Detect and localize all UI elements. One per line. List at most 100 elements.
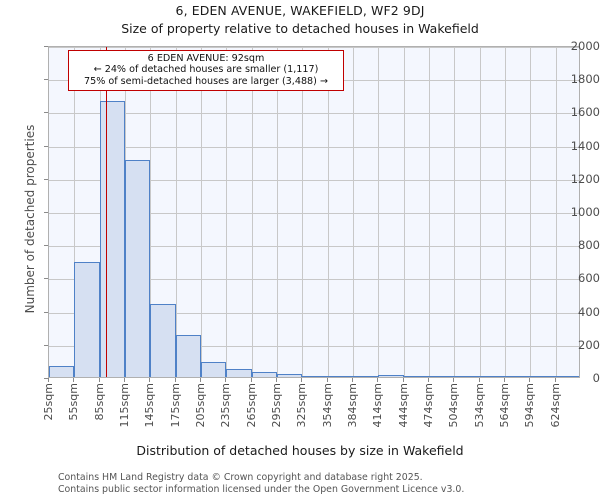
x-tick-label: 504sqm — [447, 383, 461, 428]
bar-205sqm — [201, 362, 227, 377]
footer-line-2: Contains public sector information licen… — [58, 484, 465, 496]
page-title: 6, EDEN AVENUE, WAKEFIELD, WF2 9DJ — [175, 3, 425, 18]
gridline-vertical — [302, 47, 304, 377]
x-tick-label: 175sqm — [168, 383, 182, 428]
x-tick-mark — [200, 378, 201, 382]
y-tick-mark — [44, 212, 48, 213]
x-tick-mark — [149, 378, 151, 382]
y-tick-label: 600 — [578, 271, 600, 286]
plot-area — [48, 46, 580, 378]
x-tick-label: 205sqm — [194, 383, 207, 428]
gridline-vertical — [555, 47, 557, 377]
gridline-vertical — [505, 47, 506, 377]
x-tick-mark — [225, 378, 227, 382]
bar-25sqm — [49, 366, 75, 377]
y-tick-mark — [44, 245, 48, 247]
gridline-vertical — [378, 47, 380, 377]
bar-235sqm — [226, 368, 252, 377]
x-tick-mark — [377, 378, 379, 382]
bar-325sqm — [302, 375, 328, 377]
gridline-vertical — [175, 47, 177, 377]
y-tick-mark — [44, 344, 48, 346]
x-tick-mark — [73, 378, 75, 382]
bar-474sqm — [429, 375, 455, 377]
x-tick-label: 474sqm — [422, 383, 435, 428]
x-tick-label: 624sqm — [548, 383, 562, 428]
x-tick-label: 354sqm — [320, 383, 334, 428]
gridline-vertical — [327, 47, 329, 377]
gridline-vertical — [226, 47, 228, 377]
bar-145sqm — [150, 303, 176, 377]
bar-384sqm — [353, 375, 379, 377]
gridline-vertical — [353, 47, 354, 377]
annotation-line-1: 6 EDEN AVENUE: 92sqm — [147, 53, 265, 64]
footer-line-1: Contains HM Land Registry data © Crown c… — [58, 472, 423, 483]
property-annotation-box: 6 EDEN AVENUE: 92sqm ← 24% of detached h… — [68, 50, 344, 91]
y-axis-title: Number of detached properties — [23, 124, 37, 314]
plot-inner — [49, 47, 579, 377]
gridline-vertical — [251, 47, 253, 377]
bar-624sqm — [555, 375, 579, 377]
x-tick-mark — [504, 378, 505, 382]
gridline-horizontal — [49, 312, 579, 314]
x-tick-mark — [276, 378, 277, 382]
y-tick-label: 2000 — [570, 39, 600, 53]
x-tick-label: 384sqm — [346, 383, 359, 428]
gridline-vertical — [74, 47, 76, 377]
bar-414sqm — [378, 375, 404, 377]
x-tick-label: 594sqm — [523, 383, 537, 428]
x-tick-label: 55sqm — [67, 383, 81, 421]
bar-55sqm — [74, 261, 100, 377]
annotation-line-2: ← 24% of detached houses are smaller (1,… — [93, 64, 319, 76]
x-tick-label: 85sqm — [92, 383, 106, 421]
x-tick-label: 25sqm — [42, 383, 55, 421]
x-tick-mark — [554, 378, 556, 382]
x-axis-title: Distribution of detached houses by size … — [136, 443, 464, 458]
gridline-vertical — [403, 47, 405, 377]
x-tick-label: 534sqm — [472, 383, 486, 428]
gridline-horizontal — [49, 345, 579, 347]
property-size-marker-line — [105, 47, 108, 377]
x-tick-mark — [124, 378, 125, 382]
x-tick-mark — [478, 378, 480, 382]
x-tick-label: 444sqm — [396, 383, 410, 428]
y-tick-mark — [44, 278, 48, 280]
bar-265sqm — [251, 372, 277, 377]
bar-115sqm — [125, 159, 151, 377]
y-tick-mark — [44, 145, 48, 147]
x-tick-mark — [428, 378, 429, 382]
bar-444sqm — [403, 375, 429, 377]
x-tick-mark — [402, 378, 404, 382]
x-tick-label: 564sqm — [498, 383, 511, 428]
y-tick-label: 1200 — [570, 171, 600, 186]
bar-295sqm — [277, 374, 303, 377]
gridline-horizontal — [49, 279, 579, 281]
chart-subtitle: Size of property relative to detached ho… — [121, 21, 479, 36]
gridline-vertical — [277, 47, 278, 377]
y-tick-label: 1800 — [570, 72, 600, 87]
y-tick-mark — [44, 378, 48, 379]
gridline-horizontal — [49, 213, 579, 214]
x-tick-mark — [453, 378, 455, 382]
gridline-vertical — [479, 47, 481, 377]
x-tick-label: 265sqm — [244, 383, 258, 428]
y-tick-mark — [44, 178, 48, 180]
bar-594sqm — [530, 375, 556, 377]
bar-564sqm — [505, 375, 531, 377]
x-tick-mark — [326, 378, 328, 382]
y-tick-mark — [44, 79, 48, 81]
footer-attribution: Contains HM Land Registry data © Crown c… — [58, 472, 464, 496]
x-tick-mark — [174, 378, 176, 382]
gridline-vertical — [454, 47, 456, 377]
gridline-vertical — [530, 47, 532, 377]
gridline-horizontal — [49, 47, 579, 48]
x-tick-label: 295sqm — [270, 383, 283, 428]
x-tick-label: 145sqm — [143, 383, 157, 428]
y-tick-label: 200 — [578, 337, 600, 352]
y-tick-label: 1600 — [570, 105, 600, 120]
y-tick-label: 400 — [578, 304, 600, 319]
y-tick-mark — [44, 112, 48, 114]
gridline-vertical — [201, 47, 202, 377]
y-tick-mark — [44, 311, 48, 313]
